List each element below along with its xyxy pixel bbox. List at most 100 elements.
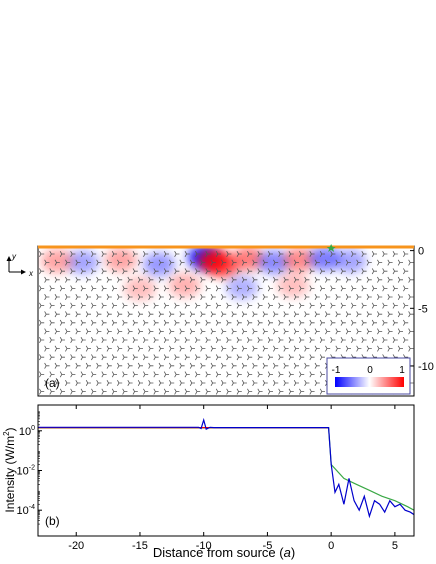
lattice-site bbox=[247, 285, 253, 292]
lattice-site bbox=[247, 354, 253, 361]
lattice-site bbox=[85, 328, 91, 335]
lattice-site bbox=[137, 276, 143, 283]
lattice-grid bbox=[39, 251, 414, 395]
lattice-site bbox=[101, 285, 107, 292]
lattice-site bbox=[299, 251, 305, 257]
lattice-site bbox=[210, 380, 216, 386]
lattice-site bbox=[283, 362, 289, 369]
lattice-site bbox=[44, 380, 50, 386]
lattice-site bbox=[351, 302, 357, 309]
panel-b-x-ticks: -20 -15 -10 -5 0 5 bbox=[68, 405, 398, 552]
lattice-site bbox=[39, 388, 45, 395]
lattice-site bbox=[252, 345, 258, 352]
lattice-site bbox=[59, 354, 65, 361]
lattice-site bbox=[80, 302, 86, 309]
lattice-site bbox=[75, 311, 81, 318]
field-hotspot bbox=[308, 246, 341, 271]
lattice-site bbox=[226, 319, 232, 326]
lattice-site bbox=[382, 337, 388, 343]
lattice-site bbox=[153, 388, 159, 395]
lattice-site bbox=[283, 259, 289, 266]
lattice-site bbox=[278, 319, 284, 326]
lattice-site bbox=[205, 302, 211, 309]
lattice-site bbox=[96, 380, 102, 386]
lattice-site bbox=[299, 285, 305, 292]
lattice-site bbox=[80, 337, 86, 343]
lattice-site bbox=[351, 268, 357, 275]
lattice-site bbox=[288, 337, 294, 343]
lattice-site bbox=[304, 362, 310, 369]
lattice-site bbox=[49, 268, 55, 275]
lattice-site bbox=[345, 276, 351, 283]
lattice-site bbox=[319, 388, 325, 395]
field-heatmap bbox=[41, 246, 367, 301]
lattice-site bbox=[122, 268, 128, 275]
lattice-site bbox=[189, 294, 195, 300]
lattice-site bbox=[309, 354, 315, 361]
lattice-site bbox=[106, 294, 112, 300]
lattice-site bbox=[231, 311, 237, 318]
lattice-site bbox=[39, 319, 45, 326]
lattice-site bbox=[304, 380, 310, 386]
lattice-site bbox=[70, 388, 76, 395]
lattice-site bbox=[226, 302, 232, 309]
lattice-site bbox=[189, 345, 195, 352]
lattice-site bbox=[314, 294, 320, 300]
lattice-site bbox=[127, 362, 133, 369]
field-hotspot bbox=[208, 253, 241, 278]
lattice-site bbox=[106, 362, 112, 369]
lattice-site bbox=[231, 259, 237, 266]
lattice-site bbox=[241, 259, 247, 266]
lattice-site bbox=[226, 388, 232, 395]
lattice-site bbox=[184, 302, 190, 309]
lattice-site bbox=[299, 268, 305, 275]
lattice-site bbox=[91, 371, 97, 378]
lattice-site bbox=[382, 285, 388, 292]
lattice-site bbox=[169, 380, 175, 386]
lattice-site bbox=[153, 268, 159, 275]
lattice-site bbox=[371, 319, 377, 326]
lattice-site bbox=[345, 294, 351, 300]
lattice-site bbox=[143, 285, 149, 292]
lattice-site bbox=[267, 337, 273, 343]
lattice-site bbox=[148, 380, 154, 386]
lattice-site bbox=[44, 311, 50, 318]
lattice-site bbox=[397, 259, 403, 266]
lattice-site bbox=[65, 362, 71, 369]
lattice-site bbox=[236, 388, 242, 395]
lattice-site bbox=[117, 345, 123, 352]
lattice-site bbox=[49, 371, 55, 378]
lattice-site bbox=[189, 328, 195, 335]
lattice-site bbox=[49, 302, 55, 309]
lattice-site bbox=[179, 311, 185, 318]
lattice-site bbox=[351, 337, 357, 343]
lattice-site bbox=[293, 328, 299, 335]
field-hotspot bbox=[66, 250, 99, 275]
lattice-site bbox=[330, 251, 336, 257]
lattice-site bbox=[309, 319, 315, 326]
lattice-site bbox=[174, 302, 180, 309]
lattice-site bbox=[252, 259, 258, 266]
lattice-site bbox=[304, 294, 310, 300]
lattice-site bbox=[101, 354, 107, 361]
lattice-site bbox=[143, 268, 149, 275]
lattice-site bbox=[137, 311, 143, 318]
lattice-site bbox=[85, 345, 91, 352]
lattice-site bbox=[44, 345, 50, 352]
lattice-site bbox=[174, 268, 180, 275]
lattice-site bbox=[278, 354, 284, 361]
lattice-site bbox=[158, 328, 164, 335]
lattice-site bbox=[241, 345, 247, 352]
lattice-site bbox=[247, 371, 253, 378]
lattice-site bbox=[325, 259, 331, 266]
lattice-site bbox=[39, 302, 45, 309]
lattice-site bbox=[257, 371, 263, 378]
lattice-site bbox=[91, 319, 97, 326]
lattice-site bbox=[70, 285, 76, 292]
panel-a: 0-5-10 (a) y x -1 0 1 bbox=[6, 244, 434, 397]
lattice-site bbox=[49, 251, 55, 257]
lattice-site bbox=[267, 388, 273, 395]
lattice-site bbox=[65, 380, 71, 386]
field-hotspot bbox=[168, 273, 201, 298]
lattice-site bbox=[70, 371, 76, 378]
